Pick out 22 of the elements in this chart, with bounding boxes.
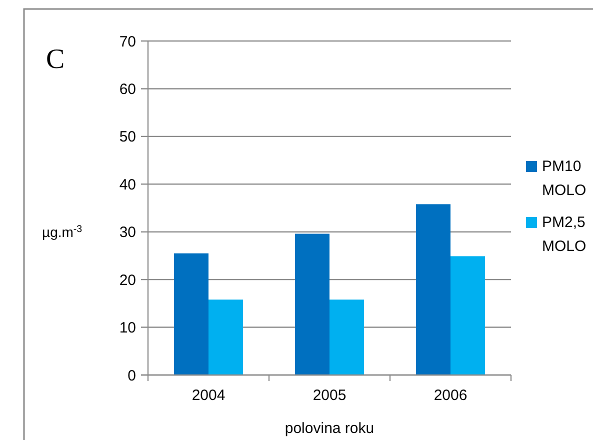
legend-label: PM2,5 MOLO [542,214,586,255]
x-tick-label: 2006 [434,387,468,404]
bar [174,253,208,375]
y-tick-label: 40 [119,176,136,194]
y-tick-label: 10 [119,320,136,337]
y-tick-label: 70 [119,33,136,50]
y-tick-label: 50 [119,128,136,146]
chart-title: C [46,44,65,75]
x-tick-label: 2004 [192,387,226,404]
bar [208,300,243,375]
bar [450,256,485,375]
y-tick-label: 0 [128,367,136,384]
bar [330,300,364,375]
legend-label: PM10 MOLO [542,158,586,199]
y-tick-label: 60 [119,80,136,98]
bar [295,234,330,375]
y-tick-label: 30 [119,224,136,242]
x-axis-title: polovina roku [284,420,374,437]
y-axis-title: µg.m$^{-3}$ [42,223,83,240]
y-tick-label: 20 [119,272,136,289]
x-tick-label: 2005 [312,387,346,404]
bar [416,204,450,375]
